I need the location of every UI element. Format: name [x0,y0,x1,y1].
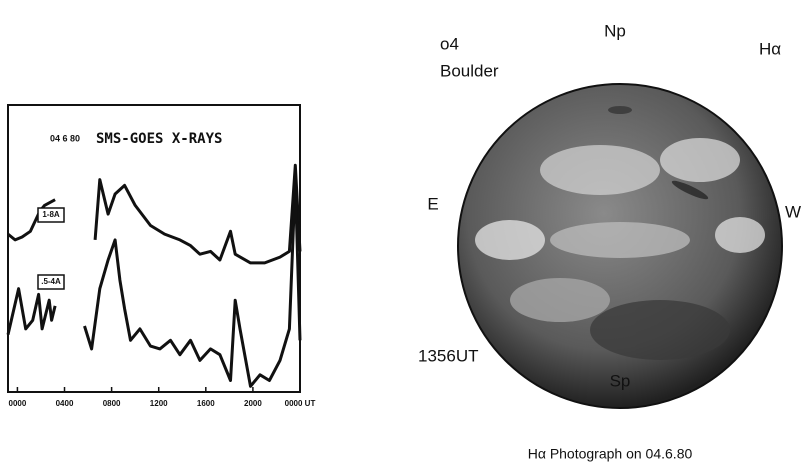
x-tick-label: 1600 [197,399,215,408]
series-line [7,163,302,265]
time-label: 1356UT [418,346,478,365]
south-label: Sp [610,371,631,390]
x-tick-label: 1200 [150,399,168,408]
solar-disk [457,83,783,409]
east-label: E [427,194,438,213]
legend-box [37,207,65,223]
legend-box [37,274,65,290]
image-number: o4 [440,34,459,53]
series-line [6,178,302,388]
legend-label: .5-4A [41,277,61,286]
legend-label: 1-8A [42,210,60,219]
chart: 0000 0400 0800 1200 1600 2000 0000 UT 1-8A .5-4A [6,163,316,408]
x-tick-label: 0000 UT [285,399,316,408]
station-label: Boulder [440,61,499,80]
x-tick-label: 0400 [56,399,74,408]
filter-label: Hα [759,39,781,58]
x-tick-label: 2000 [244,399,262,408]
west-label: W [785,202,801,221]
chart-date: 04 6 80 [50,133,80,143]
caption: Hα Photograph on 04.6.80 [528,446,693,462]
x-tick-label: 0000 [9,399,27,408]
chart-title: SMS-GOES X-RAYS [96,131,222,147]
north-label: Np [604,21,626,40]
x-tick-label: 0800 [103,399,121,408]
plot-frame [7,104,301,393]
